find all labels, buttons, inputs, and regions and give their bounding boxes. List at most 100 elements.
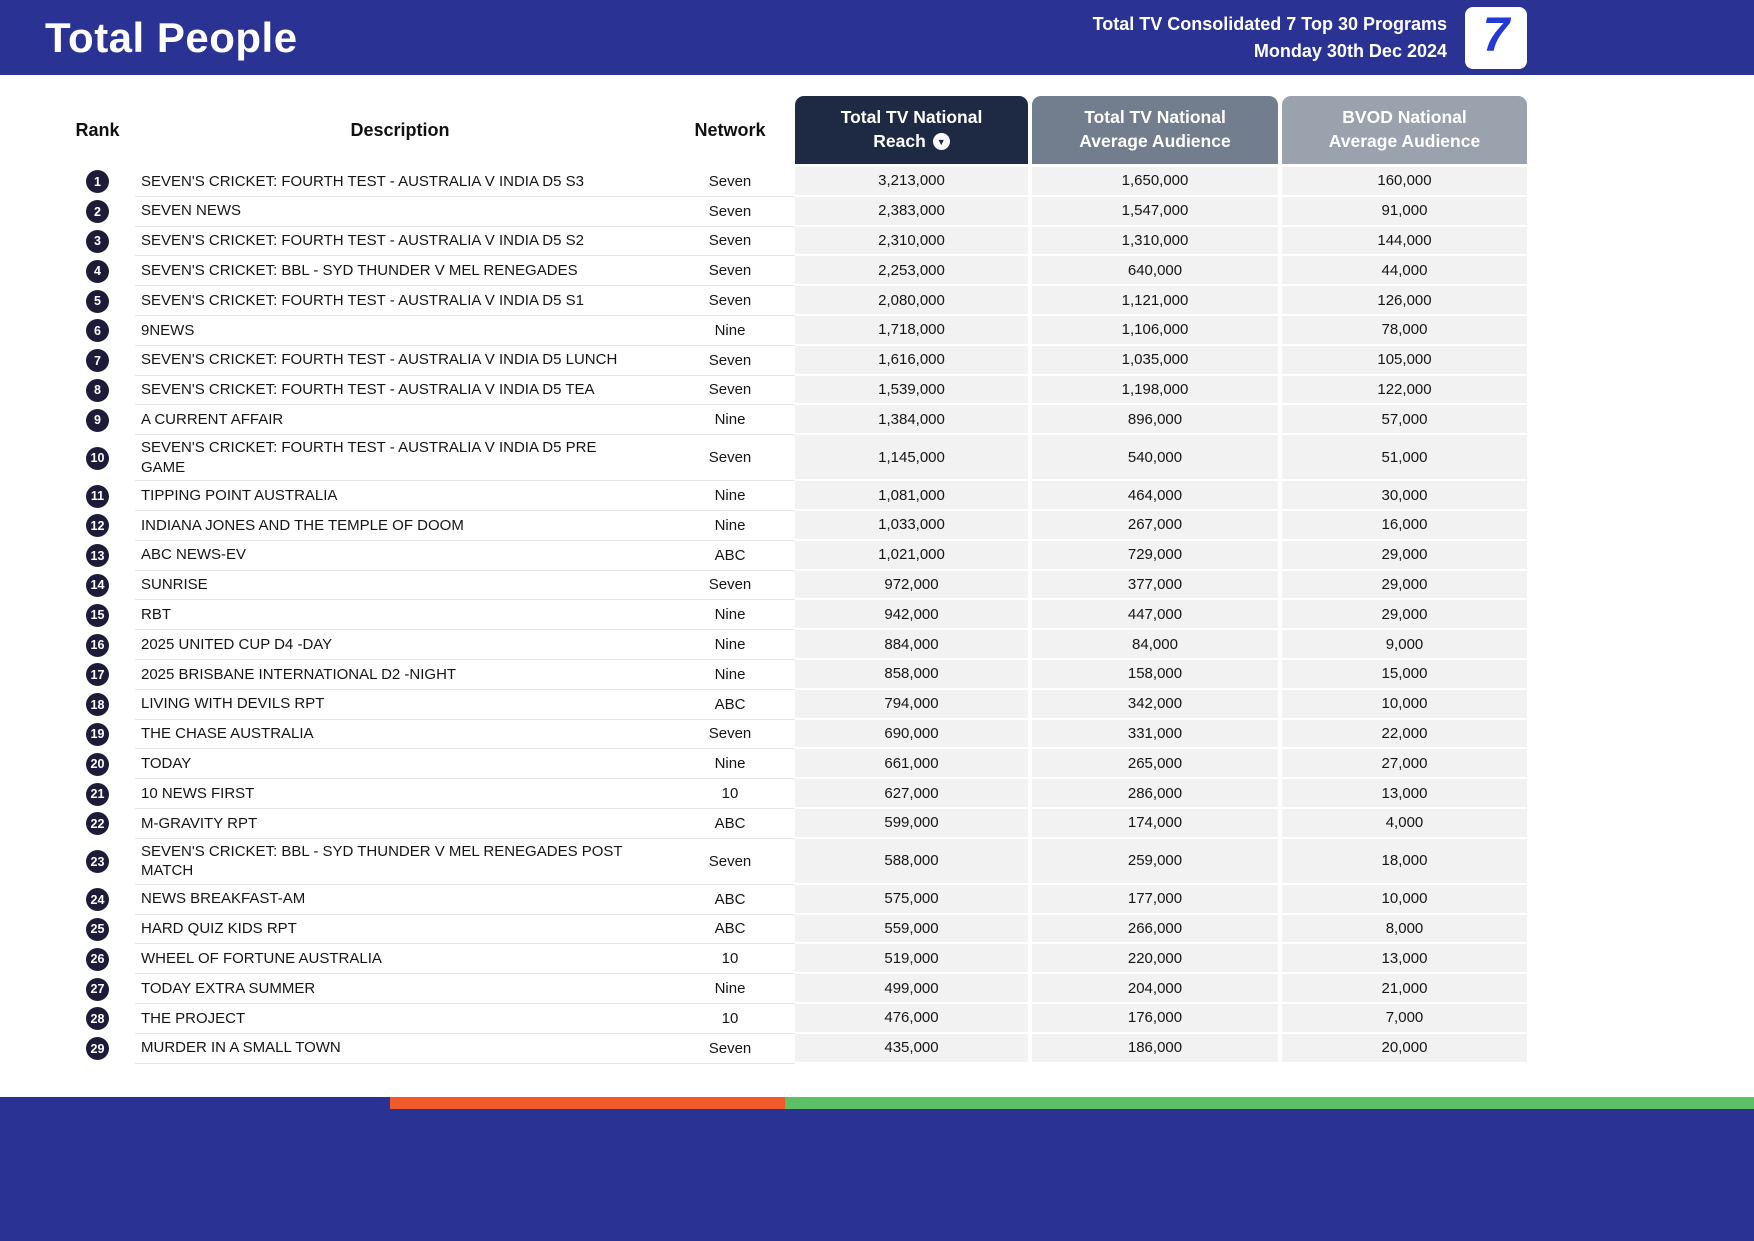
network-value: 10	[665, 779, 795, 809]
total-tv-national-average-audience-value: 1,547,000	[1032, 196, 1278, 227]
bvod-national-average-audience-value: 20,000	[1282, 1033, 1527, 1064]
footer-navy-bar	[0, 1109, 1754, 1241]
table-row: 7 SEVEN'S CRICKET: FOURTH TEST - AUSTRAL…	[60, 345, 1527, 376]
rank-badge: 25	[86, 917, 109, 941]
total-tv-national-average-audience-value: 342,000	[1032, 689, 1278, 720]
table-row: 4 SEVEN'S CRICKET: BBL - SYD THUNDER V M…	[60, 256, 1527, 287]
sort-descending-icon[interactable]: ▼	[932, 133, 950, 151]
program-description: A CURRENT AFFAIR	[135, 405, 665, 436]
bvod-national-average-audience-value: 16,000	[1282, 510, 1527, 541]
bvod-national-average-audience-value: 122,000	[1282, 375, 1527, 406]
total-tv-national-reach-value: 519,000	[795, 944, 1028, 975]
bvod-national-average-audience-value: 7,000	[1282, 1003, 1527, 1034]
rank-cell: 22	[60, 809, 135, 839]
table-row: 28 THE PROJECT 10 476,000 176,000 7,000	[60, 1003, 1527, 1034]
column-header-bvod-national-average-audience[interactable]: BVOD National Average Audience	[1282, 96, 1527, 164]
bvod-national-average-audience-value: 21,000	[1282, 974, 1527, 1004]
rank-badge: 4	[86, 259, 109, 283]
programs-table: Rank Description Network Total TV Nation…	[60, 96, 1527, 1064]
total-tv-national-average-audience-value: 176,000	[1032, 1003, 1278, 1034]
total-tv-national-reach-value: 972,000	[795, 570, 1028, 601]
reach-header-line1: Total TV National	[840, 107, 983, 128]
bvod-national-average-audience-value: 160,000	[1282, 167, 1527, 197]
bvod-national-average-audience-value: 10,000	[1282, 689, 1527, 720]
program-description: MURDER IN A SMALL TOWN	[135, 1034, 665, 1064]
seven-logo-glyph: 7	[1482, 9, 1510, 62]
total-tv-national-average-audience-value: 1,106,000	[1032, 315, 1278, 346]
total-tv-national-reach-value: 1,033,000	[795, 510, 1028, 541]
column-header-total-tv-national-average-audience[interactable]: Total TV National Average Audience	[1032, 96, 1278, 164]
total-tv-national-reach-value: 942,000	[795, 600, 1028, 631]
network-value: ABC	[665, 885, 795, 915]
total-tv-national-average-audience-value: 158,000	[1032, 659, 1278, 690]
total-tv-national-reach-value: 1,081,000	[795, 481, 1028, 511]
footer-color-strip	[0, 1097, 1754, 1109]
program-description: 2025 BRISBANE INTERNATIONAL D2 -NIGHT	[135, 660, 665, 690]
network-value: Nine	[665, 974, 795, 1004]
total-tv-national-reach-value: 794,000	[795, 689, 1028, 720]
bvod-national-average-audience-value: 144,000	[1282, 226, 1527, 257]
rank-cell: 15	[60, 600, 135, 630]
table-row: 25 HARD QUIZ KIDS RPT ABC 559,000 266,00…	[60, 914, 1527, 945]
rank-cell: 4	[60, 256, 135, 286]
rank-badge: 13	[86, 544, 109, 568]
program-description: SEVEN'S CRICKET: FOURTH TEST - AUSTRALIA…	[135, 286, 665, 316]
report-subtitle-line2: Monday 30th Dec 2024	[1253, 40, 1447, 61]
network-value: Seven	[665, 435, 795, 482]
program-description: THE CHASE AUSTRALIA	[135, 720, 665, 750]
rank-badge: 15	[86, 603, 109, 627]
total-tv-national-reach-value: 3,213,000	[795, 167, 1028, 197]
program-description: RBT	[135, 600, 665, 631]
program-description: THE PROJECT	[135, 1004, 665, 1034]
rank-badge: 17	[86, 663, 109, 687]
table-body: 1 SEVEN'S CRICKET: FOURTH TEST - AUSTRAL…	[60, 167, 1527, 1064]
rank-badge: 27	[86, 977, 109, 1001]
bvod-national-average-audience-value: 13,000	[1282, 944, 1527, 975]
total-tv-national-reach-value: 1,539,000	[795, 375, 1028, 406]
total-tv-national-average-audience-value: 265,000	[1032, 749, 1278, 780]
network-value: Seven	[665, 376, 795, 406]
table-row: 17 2025 BRISBANE INTERNATIONAL D2 -NIGHT…	[60, 659, 1527, 690]
total-tv-national-reach-value: 884,000	[795, 630, 1028, 660]
rank-badge: 8	[86, 378, 109, 402]
total-tv-national-average-audience-value: 447,000	[1032, 600, 1278, 631]
total-tv-national-reach-value: 588,000	[795, 838, 1028, 885]
total-tv-national-reach-value: 2,310,000	[795, 226, 1028, 257]
bvod-national-average-audience-value: 44,000	[1282, 256, 1527, 287]
column-header-total-tv-national-reach[interactable]: Total TV National Reach ▼	[795, 96, 1028, 164]
program-description: 2025 UNITED CUP D4 -DAY	[135, 630, 665, 660]
table-row: 27 TODAY EXTRA SUMMER Nine 499,000 204,0…	[60, 974, 1527, 1004]
rank-badge: 3	[86, 229, 109, 253]
rank-cell: 13	[60, 541, 135, 571]
bvod-header-line1: BVOD National	[1342, 107, 1467, 128]
table-row: 24 NEWS BREAKFAST-AM ABC 575,000 177,000…	[60, 884, 1527, 915]
bvod-national-average-audience-value: 78,000	[1282, 315, 1527, 346]
program-description: WHEEL OF FORTUNE AUSTRALIA	[135, 944, 665, 975]
network-value: Nine	[665, 630, 795, 660]
rank-badge: 29	[86, 1037, 109, 1061]
total-tv-national-average-audience-value: 1,121,000	[1032, 286, 1278, 316]
table-row: 6 9NEWS Nine 1,718,000 1,106,000 78,000	[60, 315, 1527, 346]
table-row: 14 SUNRISE Seven 972,000 377,000 29,000	[60, 570, 1527, 601]
column-header-description: Description	[350, 119, 450, 140]
total-tv-national-average-audience-value: 1,035,000	[1032, 345, 1278, 376]
network-value: Seven	[665, 197, 795, 227]
rank-badge: 21	[86, 782, 109, 806]
bvod-national-average-audience-value: 29,000	[1282, 540, 1527, 571]
rank-badge: 23	[86, 850, 109, 874]
program-description: TODAY	[135, 749, 665, 780]
table-row: 9 A CURRENT AFFAIR Nine 1,384,000 896,00…	[60, 405, 1527, 436]
network-value: Seven	[665, 256, 795, 287]
total-tv-national-reach-value: 627,000	[795, 779, 1028, 809]
network-value: ABC	[665, 809, 795, 839]
network-value: Seven	[665, 720, 795, 750]
total-tv-national-reach-value: 1,021,000	[795, 540, 1028, 571]
total-tv-national-reach-value: 575,000	[795, 884, 1028, 915]
total-tv-national-average-audience-value: 267,000	[1032, 510, 1278, 541]
rank-cell: 2	[60, 197, 135, 227]
total-tv-national-reach-value: 559,000	[795, 914, 1028, 945]
total-tv-national-average-audience-value: 896,000	[1032, 405, 1278, 436]
network-value: Seven	[665, 839, 795, 885]
total-tv-national-average-audience-value: 266,000	[1032, 914, 1278, 945]
